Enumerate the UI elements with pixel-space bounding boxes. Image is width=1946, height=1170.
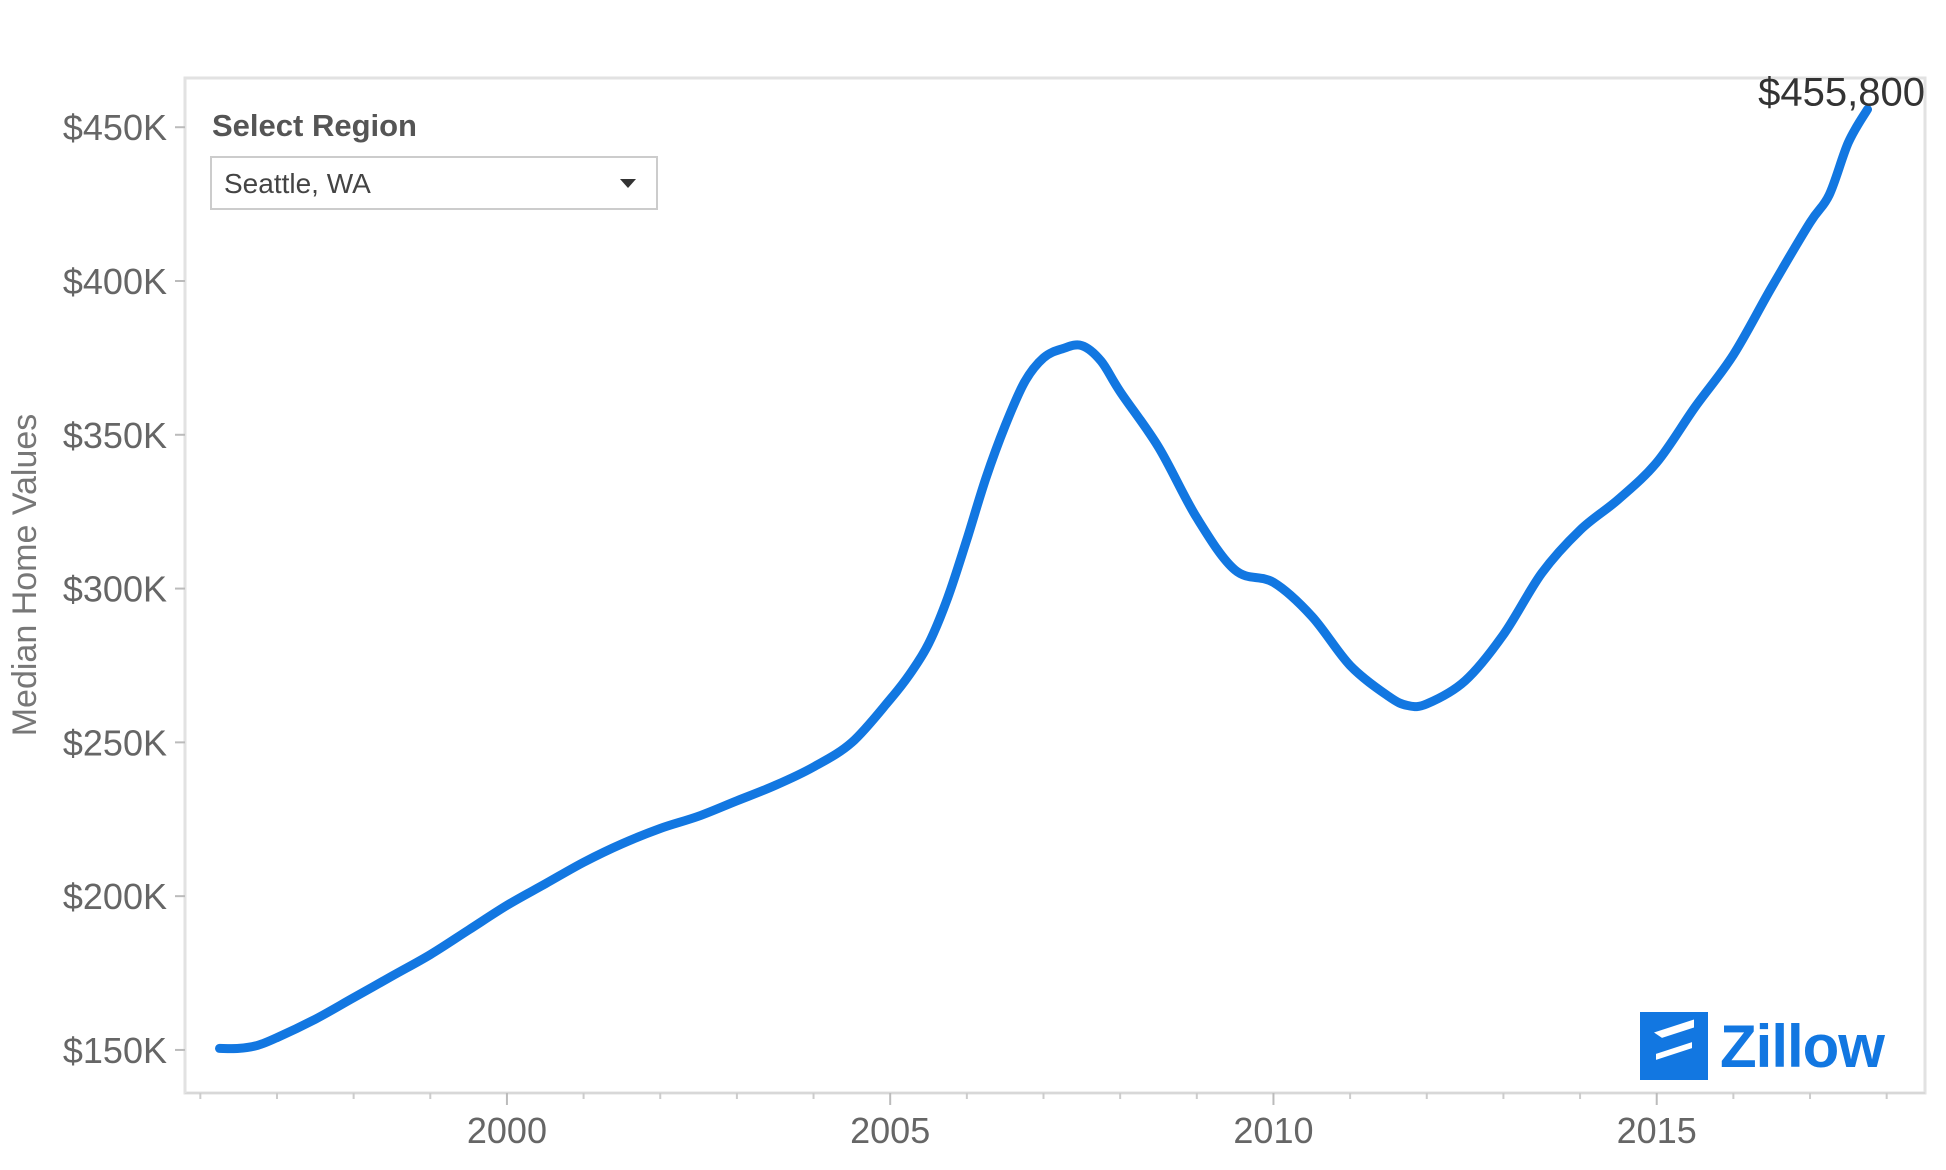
- y-tick-label-4: $350K: [63, 415, 167, 456]
- y-tick-label-2: $250K: [63, 722, 167, 763]
- chevron-down-icon: [620, 179, 636, 188]
- y-axis-title: Median Home Values: [6, 414, 44, 737]
- region-filter: Select Region Seattle, WA: [210, 108, 660, 210]
- series-line-seattle: [215, 104, 1872, 1054]
- region-select-value: Seattle, WA: [224, 168, 371, 199]
- region-filter-title: Select Region: [212, 108, 417, 143]
- end-value-label: $455,800: [1758, 70, 1925, 114]
- y-tick-label-1: $200K: [63, 876, 167, 917]
- zillow-logo-text: Zillow: [1720, 1012, 1885, 1080]
- x-tick-label-2005: 2005: [850, 1110, 930, 1151]
- y-tick-label-3: $300K: [63, 569, 167, 610]
- region-select[interactable]: Seattle, WA: [210, 156, 658, 210]
- x-axis: 2000 2005 2010 2015: [185, 1092, 1925, 1151]
- zillow-house-icon: [1640, 1012, 1708, 1080]
- y-tick-label-5: $400K: [63, 261, 167, 302]
- x-tick-label-2000: 2000: [467, 1110, 547, 1151]
- y-axis: $150K $200K $250K $300K $350K $400K $450K: [63, 78, 187, 1093]
- y-tick-label-6: $450K: [63, 107, 167, 148]
- x-tick-label-2015: 2015: [1617, 1110, 1697, 1151]
- x-tick-label-2010: 2010: [1233, 1110, 1313, 1151]
- zillow-logo: Zillow: [1640, 1012, 1885, 1080]
- y-tick-label-0: $150K: [63, 1030, 167, 1071]
